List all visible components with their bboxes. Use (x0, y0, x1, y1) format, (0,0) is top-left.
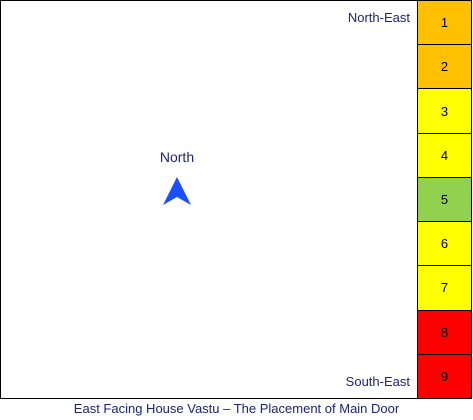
door-segment-3: 3 (417, 88, 472, 134)
door-segment-9: 9 (417, 353, 472, 399)
door-segment-5: 5 (417, 176, 472, 223)
north-arrow-icon (163, 177, 191, 205)
door-segment-4: 4 (417, 132, 472, 178)
diagram-caption: East Facing House Vastu – The Placement … (73, 401, 400, 416)
door-segment-2: 2 (417, 44, 472, 90)
door-segment-1: 1 (417, 0, 472, 46)
compass: North (149, 149, 205, 211)
door-segment-8: 8 (417, 309, 472, 355)
north-east-label: North-East (347, 10, 410, 25)
door-segment-6: 6 (417, 221, 472, 267)
door-segment-7: 7 (417, 265, 472, 311)
south-east-label: South-East (345, 374, 410, 389)
north-label: North (159, 149, 195, 165)
